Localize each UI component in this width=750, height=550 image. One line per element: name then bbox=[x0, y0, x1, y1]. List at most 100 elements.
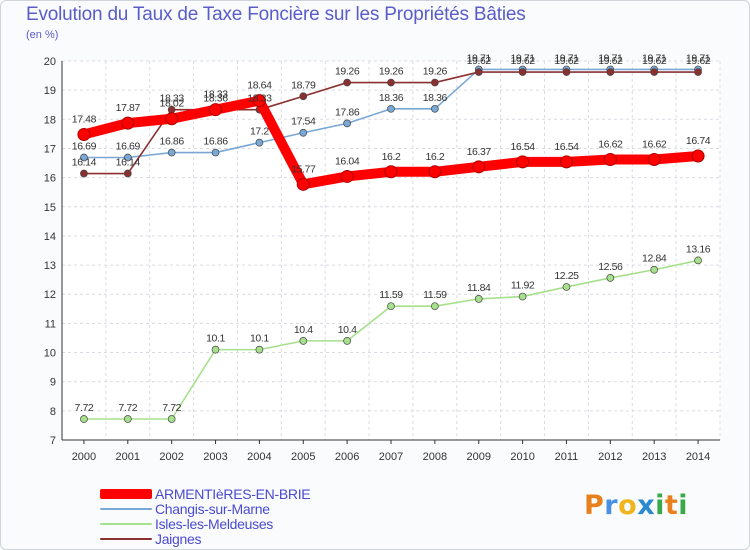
legend-item-isles: Isles-les-Meldeuses bbox=[100, 515, 310, 532]
data-label: 16.14 bbox=[116, 157, 141, 169]
legend-swatch bbox=[100, 537, 152, 540]
data-label: 7.72 bbox=[162, 402, 181, 414]
proxiti-logo: Proxiti bbox=[584, 490, 688, 521]
data-label: 10.4 bbox=[294, 324, 313, 336]
data-point bbox=[647, 153, 661, 167]
data-point bbox=[255, 345, 264, 354]
data-label: 18.33 bbox=[247, 93, 272, 105]
data-point bbox=[343, 119, 351, 128]
data-label: 12.84 bbox=[642, 253, 667, 265]
data-point bbox=[211, 148, 220, 157]
x-tick-label: 2010 bbox=[510, 451, 534, 463]
data-label: 10.1 bbox=[250, 333, 269, 345]
legend-item-changis: Changis-sur-Marne bbox=[100, 500, 310, 517]
data-point bbox=[650, 265, 659, 274]
chart-title: Evolution du Taux de Taxe Foncière sur l… bbox=[26, 4, 526, 25]
x-tick-label: 2008 bbox=[423, 451, 447, 463]
data-label: 16.86 bbox=[160, 136, 185, 148]
x-tick-label: 2011 bbox=[555, 451, 579, 463]
data-point bbox=[387, 302, 395, 311]
data-point bbox=[387, 78, 395, 87]
data-label: 11.59 bbox=[423, 289, 447, 301]
legend-label: Jaignes bbox=[155, 530, 202, 547]
data-point bbox=[121, 116, 135, 130]
data-label: 17.87 bbox=[116, 102, 141, 114]
x-tick-label: 2007 bbox=[379, 451, 403, 463]
data-label: 19.62 bbox=[598, 55, 623, 67]
data-point bbox=[343, 78, 351, 87]
data-point bbox=[252, 94, 266, 108]
data-label: 18.33 bbox=[160, 93, 185, 105]
y-tick-label: 20 bbox=[44, 56, 56, 68]
data-point bbox=[209, 103, 223, 117]
data-point bbox=[167, 148, 176, 157]
x-tick-label: 2012 bbox=[598, 451, 622, 463]
data-label: 19.26 bbox=[423, 66, 448, 78]
data-label: 11.84 bbox=[467, 282, 491, 294]
data-point bbox=[299, 128, 308, 137]
data-label: 18.79 bbox=[291, 79, 316, 91]
unit-label: (en %) bbox=[26, 29, 59, 41]
y-tick-label: 10 bbox=[44, 348, 56, 360]
y-tick-label: 11 bbox=[45, 318, 56, 330]
data-label: 10.4 bbox=[338, 324, 357, 336]
y-tick-label: 17 bbox=[44, 143, 56, 155]
data-point bbox=[562, 68, 571, 76]
data-label: 19.71 bbox=[510, 52, 535, 64]
data-point bbox=[80, 169, 88, 178]
data-point bbox=[428, 165, 442, 179]
legend-item-armentieres: ARMENTIèRES-EN-BRIE bbox=[100, 485, 311, 502]
x-tick-label: 2006 bbox=[335, 451, 359, 463]
x-tick-label: 2013 bbox=[642, 451, 666, 463]
data-label: 16.54 bbox=[554, 141, 579, 153]
data-label: 19.26 bbox=[335, 66, 360, 78]
data-label: 16.62 bbox=[598, 139, 623, 151]
data-point bbox=[80, 415, 88, 423]
legend-label: Changis-sur-Marne bbox=[155, 500, 270, 517]
logo-letter: P bbox=[584, 490, 605, 521]
data-label: 16.14 bbox=[72, 157, 97, 169]
data-label: 18.33 bbox=[203, 89, 228, 101]
data-label: 19.71 bbox=[598, 52, 623, 64]
data-point bbox=[606, 274, 615, 282]
data-point bbox=[606, 68, 615, 76]
x-tick-label: 2002 bbox=[159, 451, 183, 463]
y-tick-label: 9 bbox=[50, 377, 56, 389]
legend-label: Isles-les-Meldeuses bbox=[155, 515, 274, 532]
data-label: 19.62 bbox=[554, 55, 579, 67]
y-tick-label: 8 bbox=[50, 406, 56, 418]
data-label: 18.36 bbox=[203, 93, 228, 105]
data-point bbox=[472, 160, 486, 174]
y-tick-label: 18 bbox=[44, 114, 56, 126]
x-tick-label: 2009 bbox=[466, 451, 490, 463]
logo-letter: x bbox=[637, 490, 656, 521]
data-point bbox=[299, 92, 308, 101]
data-label: 16.62 bbox=[642, 139, 667, 151]
data-label: 16.2 bbox=[425, 151, 444, 163]
data-point bbox=[80, 153, 88, 162]
legend-label: ARMENTIèRES-EN-BRIE bbox=[155, 485, 311, 502]
data-label: 16.37 bbox=[467, 146, 492, 158]
data-point bbox=[255, 138, 264, 147]
data-label: 18.64 bbox=[247, 80, 272, 92]
line-chart: 7 8 9 10 11 12 13 14 15 16 17 18 19 20 2000 2001 2002 200… bbox=[44, 52, 721, 463]
data-label: 17.48 bbox=[72, 113, 97, 125]
legend-swatch bbox=[100, 522, 152, 525]
data-label: 19.62 bbox=[510, 55, 535, 67]
data-label: 16.69 bbox=[72, 140, 97, 152]
data-point bbox=[516, 155, 530, 169]
data-label: 19.62 bbox=[686, 55, 711, 67]
data-point bbox=[123, 415, 132, 423]
data-point bbox=[167, 415, 176, 423]
data-point bbox=[431, 104, 439, 113]
data-label: 12.56 bbox=[598, 261, 623, 273]
data-label: 19.71 bbox=[467, 52, 492, 64]
data-label: 13.16 bbox=[686, 243, 711, 255]
logo-letter: i bbox=[678, 490, 689, 521]
data-point bbox=[387, 104, 395, 113]
logo-letter: r bbox=[604, 490, 619, 521]
x-tick-label: 2005 bbox=[291, 451, 315, 463]
data-point bbox=[343, 337, 351, 345]
data-point bbox=[474, 295, 483, 303]
x-tick-label: 2000 bbox=[72, 451, 96, 463]
